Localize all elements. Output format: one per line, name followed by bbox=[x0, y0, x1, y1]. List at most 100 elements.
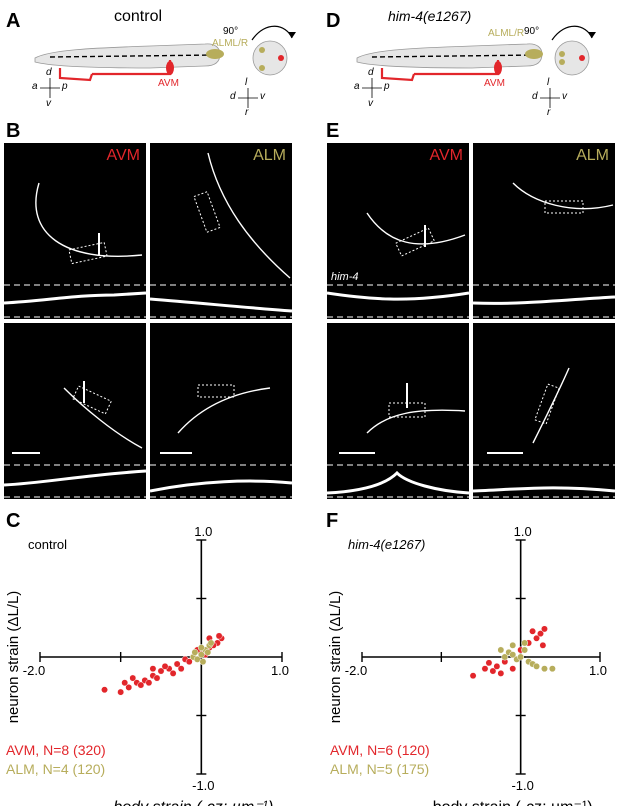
panel-letter-d: D bbox=[326, 10, 341, 32]
data-point bbox=[157, 667, 165, 675]
condition-title: him-4(e1267) bbox=[388, 8, 472, 24]
micrograph-him4-alm-1: ALM bbox=[473, 143, 615, 319]
data-point bbox=[121, 679, 129, 687]
x-tick-label-max: 1.0 bbox=[589, 663, 607, 678]
data-point bbox=[509, 651, 517, 659]
legend-avm-control: AVM, N=8 (320) bbox=[6, 742, 106, 758]
data-point bbox=[177, 665, 185, 673]
y-axis-label: neuron strain (ΔL/L) bbox=[327, 591, 344, 724]
data-point bbox=[173, 660, 181, 668]
data-point bbox=[161, 662, 169, 670]
data-point bbox=[497, 646, 505, 654]
avm-channel-label: AVM bbox=[429, 147, 463, 164]
data-point bbox=[509, 665, 517, 673]
data-point bbox=[517, 653, 525, 661]
x-tick-label-min: -2.0 bbox=[23, 663, 45, 678]
data-point bbox=[509, 641, 517, 649]
data-point bbox=[541, 625, 548, 633]
alm-channel-label: ALM bbox=[253, 147, 286, 164]
avm-label: AVM bbox=[158, 78, 179, 89]
micrograph-control-alm-2 bbox=[150, 323, 292, 499]
data-point bbox=[497, 669, 505, 677]
data-point bbox=[207, 639, 215, 647]
data-point bbox=[125, 683, 133, 691]
data-point bbox=[539, 641, 547, 649]
data-point bbox=[101, 686, 108, 694]
chart-control: -2.0 1.0 1.0 -1.0 body strain (-cz; µm⁻¹) neu… bbox=[5, 524, 289, 806]
x-tick-label-min: -2.0 bbox=[345, 663, 367, 678]
alm-channel-label: ALM bbox=[576, 147, 609, 164]
data-point bbox=[129, 674, 137, 682]
data-point bbox=[191, 648, 199, 656]
legend-alm-control: ALM, N=4 (120) bbox=[6, 761, 106, 777]
alm-label: ALML/R bbox=[488, 28, 525, 39]
rotation-angle: 90° bbox=[223, 26, 239, 37]
micrograph-control-avm-1: AVM bbox=[4, 143, 146, 319]
axis-top: d bbox=[368, 67, 374, 78]
data-point bbox=[489, 667, 497, 675]
data-point bbox=[153, 674, 161, 682]
data-point bbox=[117, 688, 125, 696]
axis-bottom: v bbox=[368, 98, 373, 109]
data-point bbox=[197, 644, 205, 652]
micrograph-control-avm-2 bbox=[4, 323, 146, 499]
y-axis-label: neuron strain (ΔL/L) bbox=[5, 591, 22, 724]
y-tick-label-max: 1.0 bbox=[514, 524, 532, 539]
cross-axis-bottom: r bbox=[245, 107, 249, 118]
cross-axis-top: l bbox=[245, 77, 248, 88]
worm-schematic-him4: him-4(e1267) ALML/R AVM 90° d a p v l d … bbox=[352, 8, 612, 120]
data-point bbox=[521, 639, 529, 647]
axis-top: d bbox=[46, 67, 52, 78]
rotation-angle: 90° bbox=[524, 26, 540, 37]
y-tick-label-min: -1.0 bbox=[511, 778, 533, 793]
panel-letter-b: B bbox=[6, 120, 21, 142]
cross-axis-left: d bbox=[230, 91, 236, 102]
legend-avm-him4: AVM, N=6 (120) bbox=[330, 742, 430, 758]
data-point bbox=[185, 658, 193, 666]
inset-label: him-4 bbox=[331, 271, 359, 283]
data-point bbox=[149, 665, 157, 673]
panel-letter-f: F bbox=[326, 510, 339, 532]
axis-right: p bbox=[62, 81, 68, 92]
panel-letter-a: A bbox=[6, 10, 21, 32]
data-point bbox=[197, 651, 205, 659]
data-point bbox=[481, 665, 489, 673]
cross-axis-top: l bbox=[547, 77, 550, 88]
micrograph-him4-avm-2 bbox=[327, 323, 469, 499]
data-point bbox=[199, 658, 207, 666]
x-axis-label: body strain (-cz; µm⁻¹) bbox=[433, 799, 593, 806]
axis-left: a bbox=[354, 81, 360, 92]
data-point bbox=[533, 634, 540, 642]
data-point bbox=[485, 659, 493, 667]
y-tick-label-min: -1.0 bbox=[192, 778, 214, 793]
alm-label: ALML/R bbox=[212, 38, 249, 49]
panel-letter-e: E bbox=[326, 120, 340, 142]
data-point bbox=[215, 632, 223, 640]
axis-right: p bbox=[384, 81, 390, 92]
chart-him4: -2.0 1.0 1.0 -1.0 body strain (-cz; µm⁻¹) neu… bbox=[327, 524, 607, 806]
cross-axis-right: v bbox=[562, 91, 567, 102]
x-tick-label-max: 1.0 bbox=[271, 663, 289, 678]
cross-axis-left: d bbox=[532, 91, 538, 102]
cross-axis-right: v bbox=[260, 91, 265, 102]
axis-bottom: v bbox=[46, 98, 51, 109]
avm-channel-label: AVM bbox=[106, 147, 140, 164]
data-point bbox=[169, 669, 177, 677]
data-point bbox=[548, 665, 556, 673]
micrograph-control-alm-1: ALM bbox=[150, 143, 292, 319]
data-point bbox=[493, 662, 501, 670]
data-point bbox=[533, 662, 540, 670]
axis-left: a bbox=[32, 81, 38, 92]
panel-letter-c: C bbox=[6, 510, 21, 532]
legend-alm-him4: ALM, N=5 (175) bbox=[330, 761, 430, 777]
data-point bbox=[537, 630, 544, 638]
data-point bbox=[541, 665, 548, 673]
micrograph-him4-avm-1: AVM him-4 bbox=[327, 143, 469, 319]
x-axis-label: body strain (-cz; µm⁻¹) bbox=[113, 799, 273, 806]
condition-title: control bbox=[114, 8, 163, 25]
chart-condition-label-control: control bbox=[28, 537, 68, 552]
worm-schematic-control: control ALML/R AVM 90° d a p v l d v r bbox=[30, 8, 320, 120]
avm-label: AVM bbox=[484, 78, 505, 89]
data-point bbox=[204, 648, 212, 656]
chart-condition-label-him4: him-4(e1267) bbox=[348, 537, 426, 552]
